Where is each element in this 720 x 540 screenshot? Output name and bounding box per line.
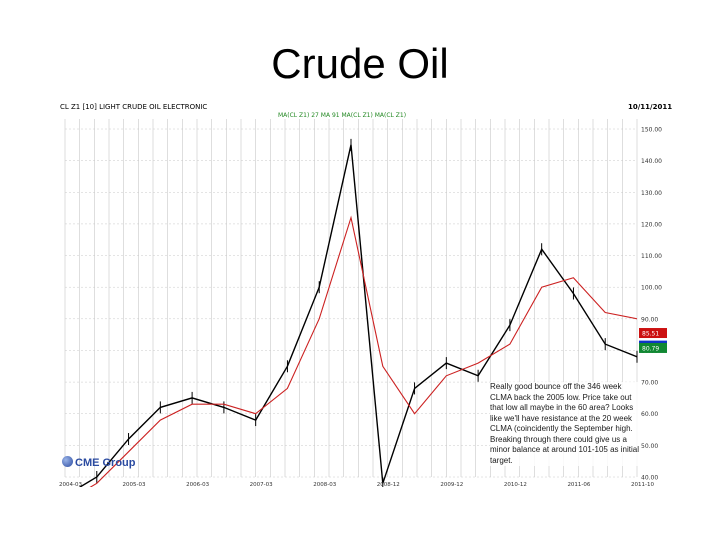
x-tick-label: 2011-06 [567,482,590,487]
y-tick-label: 140.00 [641,158,662,165]
price-tag-label: 80.79 [642,345,659,352]
chart-date: 10/11/2011 [628,103,673,111]
x-tick-label: 2005-03 [123,482,146,487]
y-tick-label: 130.00 [641,190,662,197]
chart-symbol: CL Z1 [10] LIGHT CRUDE OIL ELECTRONIC [60,103,208,111]
x-tick-label: 2007-03 [250,482,273,487]
y-tick-label: 60.00 [641,411,658,418]
chart-frame: 150.00 140.00 130.00 120.00 110.00 100.00 90.0… [57,97,673,503]
moving-average-line [64,215,638,503]
y-tick-label: 100.00 [641,285,662,292]
x-tick-label: 2008-12 [377,482,400,487]
y-tick-label: 50.00 [641,443,658,450]
y-tick-label: 70.00 [641,380,658,387]
x-tick-label: 2011-10 [631,482,654,487]
price-tag-box [639,342,667,353]
chart-annotation: Really good bounce off the 346 week CLMA… [490,382,640,466]
globe-icon [62,456,73,467]
x-tick-label: 2004-03 [59,482,82,487]
y-tick-label: 120.00 [641,221,662,228]
logo-text: CME Group [75,457,136,469]
y-tick-label: 40.00 [641,475,658,482]
y-tick-label: 110.00 [641,253,662,260]
y-tick-label: 150.00 [641,127,662,134]
x-tick-label: 2006-03 [186,482,209,487]
y-tick-label: 90.00 [641,316,658,323]
x-tick-label: 2008-03 [313,482,336,487]
cme-logo: CME Group [62,456,136,469]
chart-ma-legend: MA(CL Z1) 27 MA 91 MA(CL Z1) MA(CL Z1) [278,112,407,119]
x-tick-label: 2009-12 [440,482,463,487]
slide-title: Crude Oil [271,40,449,87]
price-tag-label: 85.51 [642,331,659,338]
price-tag-box [639,328,667,339]
x-tick-label: 2010-12 [504,482,527,487]
